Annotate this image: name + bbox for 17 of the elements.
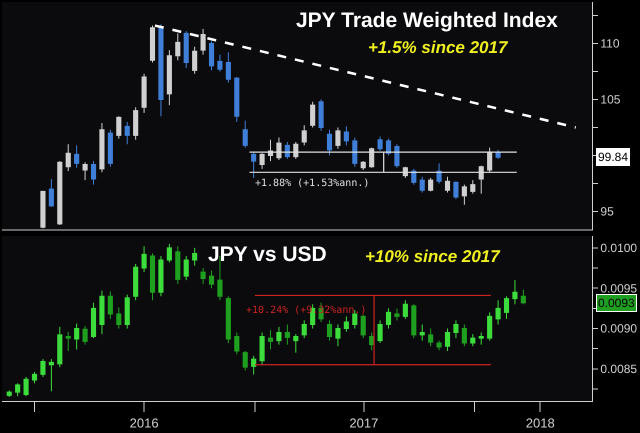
y-tick-label: 95	[600, 204, 614, 219]
chart-title: JPY Trade Weighted Index	[296, 9, 558, 32]
text: +10% since 2017	[365, 247, 502, 266]
y-tick-label: 0.0090	[600, 322, 638, 336]
y-tick-label: 0.0100	[600, 241, 638, 256]
y-tick-label: 0.0095	[600, 281, 638, 296]
x-tick-label: 2018	[526, 416, 555, 431]
text: +1.5% since 2017	[368, 38, 509, 57]
text: 99.84	[598, 150, 628, 164]
chart-title: JPY vs USD	[208, 243, 327, 266]
annotation: +1.88% (+1.53%ann.)	[255, 178, 370, 189]
y-tick-label: 105	[600, 92, 621, 107]
text: 0.0093	[598, 296, 636, 310]
y-tick-label: 110	[600, 36, 620, 51]
x-tick-label: 2016	[130, 416, 159, 431]
y-tick-label: 0.0085	[600, 362, 638, 376]
x-tick-label: 2017	[349, 416, 378, 431]
